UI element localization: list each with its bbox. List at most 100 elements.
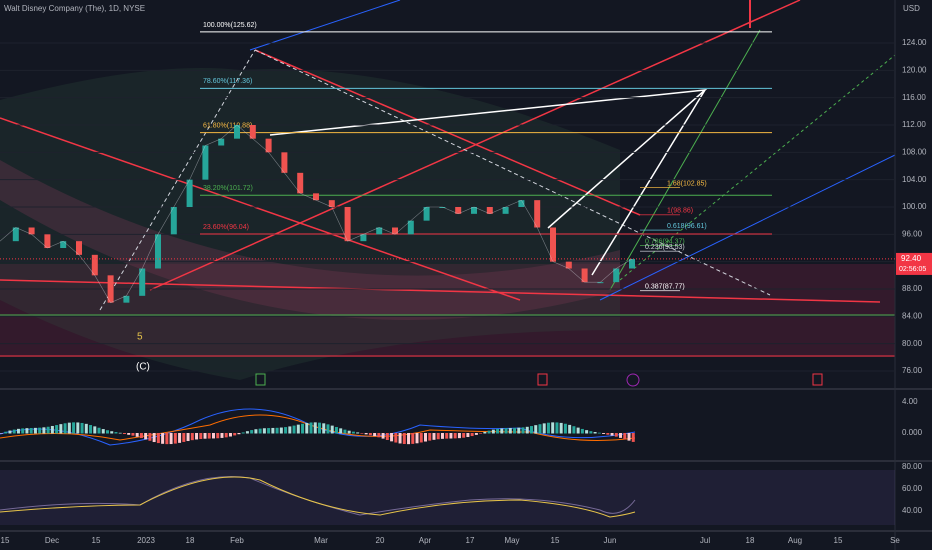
histogram-bar <box>254 429 258 434</box>
price-tick: 120.00 <box>902 65 927 74</box>
date-tick: Apr <box>419 536 432 545</box>
histogram-bar <box>572 426 576 434</box>
fib-label: 38.20%(101.72) <box>203 185 253 192</box>
histogram-bar <box>93 426 97 434</box>
histogram-bar <box>491 429 495 434</box>
wave-label: (C) <box>136 362 150 373</box>
histogram-bar <box>59 424 63 434</box>
candle <box>597 282 604 284</box>
histogram-bar <box>55 425 59 434</box>
dashed <box>619 54 896 281</box>
date-tick: 17 <box>466 536 475 545</box>
histogram-bar <box>589 431 593 434</box>
histogram-bar <box>568 424 572 434</box>
histogram-bar <box>496 428 500 434</box>
fib-label: 78.60%(117.36) <box>203 78 252 85</box>
countdown: 02:56:05 <box>899 266 926 273</box>
event-icon <box>626 373 640 387</box>
histogram-bar <box>627 433 631 441</box>
histogram-bar <box>118 432 122 434</box>
date-tick: May <box>504 536 519 545</box>
histogram-bar <box>440 433 444 439</box>
histogram-bar <box>148 433 152 441</box>
histogram-bar <box>25 428 29 434</box>
histogram-bar <box>360 433 364 434</box>
histogram-bar <box>122 433 126 435</box>
candle <box>76 241 82 255</box>
histogram-bar <box>33 427 37 434</box>
histogram-bar <box>381 433 385 439</box>
price-line <box>0 124 633 304</box>
last-price-box <box>896 252 932 275</box>
histogram-bar <box>330 425 334 434</box>
histogram-bar <box>262 428 266 434</box>
histogram-bar <box>487 430 491 434</box>
histogram-bar <box>21 428 25 434</box>
histogram-bar <box>559 422 563 434</box>
histogram-bar <box>250 430 254 434</box>
histogram-bar <box>4 431 8 434</box>
histogram-bar <box>84 423 88 434</box>
candle <box>534 200 541 228</box>
candle <box>28 227 35 235</box>
histogram-bar <box>534 425 538 434</box>
histogram-bar <box>322 423 326 434</box>
date-tick: Jun <box>604 536 617 545</box>
histogram-bar <box>110 431 114 434</box>
dashed <box>99 49 256 311</box>
histogram-bar <box>619 433 623 438</box>
date-tick: Dec <box>45 536 59 545</box>
histogram-bar <box>38 427 42 434</box>
date-tick: Se <box>890 536 900 545</box>
date-tick: 18 <box>746 536 755 545</box>
histogram-bar <box>182 433 186 442</box>
candle <box>581 268 588 283</box>
candle <box>265 138 272 153</box>
histogram-bar <box>80 422 84 434</box>
histogram-bar <box>398 433 402 444</box>
histogram-bar <box>343 429 347 434</box>
histogram-bar <box>385 433 389 441</box>
histogram-bar <box>42 427 46 434</box>
histogram-bar <box>292 425 296 434</box>
candle <box>202 145 209 180</box>
trend <box>609 29 761 291</box>
histogram-bar <box>8 430 12 434</box>
date-tick: 20 <box>376 536 385 545</box>
histogram-bar <box>16 428 20 434</box>
candle <box>12 227 19 242</box>
histogram-bar <box>623 433 627 440</box>
histogram-bar <box>513 427 517 434</box>
histogram-bar <box>470 433 474 437</box>
histogram-bar <box>241 432 245 434</box>
histogram-bar <box>474 433 478 435</box>
histogram-bar <box>173 433 177 444</box>
date-tick: Mar <box>314 536 328 545</box>
histogram-bar <box>436 433 440 440</box>
price-pane: 124.00 120.00 116.00 112.00 108.00 104.00 100.… <box>0 22 932 375</box>
histogram-bar <box>228 433 232 437</box>
histogram-bar <box>555 422 559 434</box>
histogram-bar <box>614 433 618 437</box>
candle <box>471 207 477 214</box>
histogram-bar <box>156 433 160 444</box>
histogram-bar <box>29 427 33 434</box>
histogram-bar <box>203 433 207 439</box>
histogram-bar <box>106 430 109 434</box>
histogram-bar <box>271 427 275 434</box>
histogram-bar <box>288 426 292 434</box>
candle <box>249 125 256 139</box>
histogram-bar <box>449 433 453 439</box>
histogram-bar <box>368 433 372 436</box>
fib-label: 0.236(93.53) <box>645 244 685 251</box>
histogram-bar <box>551 422 555 434</box>
candle <box>234 125 240 139</box>
price-tick: 88.00 <box>902 284 923 293</box>
date-tick: Jul <box>700 536 710 545</box>
histogram-bar <box>411 433 415 444</box>
price-tick: 108.00 <box>902 147 927 156</box>
histogram-bar <box>606 433 610 435</box>
date-tick: 18 <box>186 536 195 545</box>
histogram-bar <box>415 433 419 444</box>
histogram-bar <box>67 422 71 434</box>
